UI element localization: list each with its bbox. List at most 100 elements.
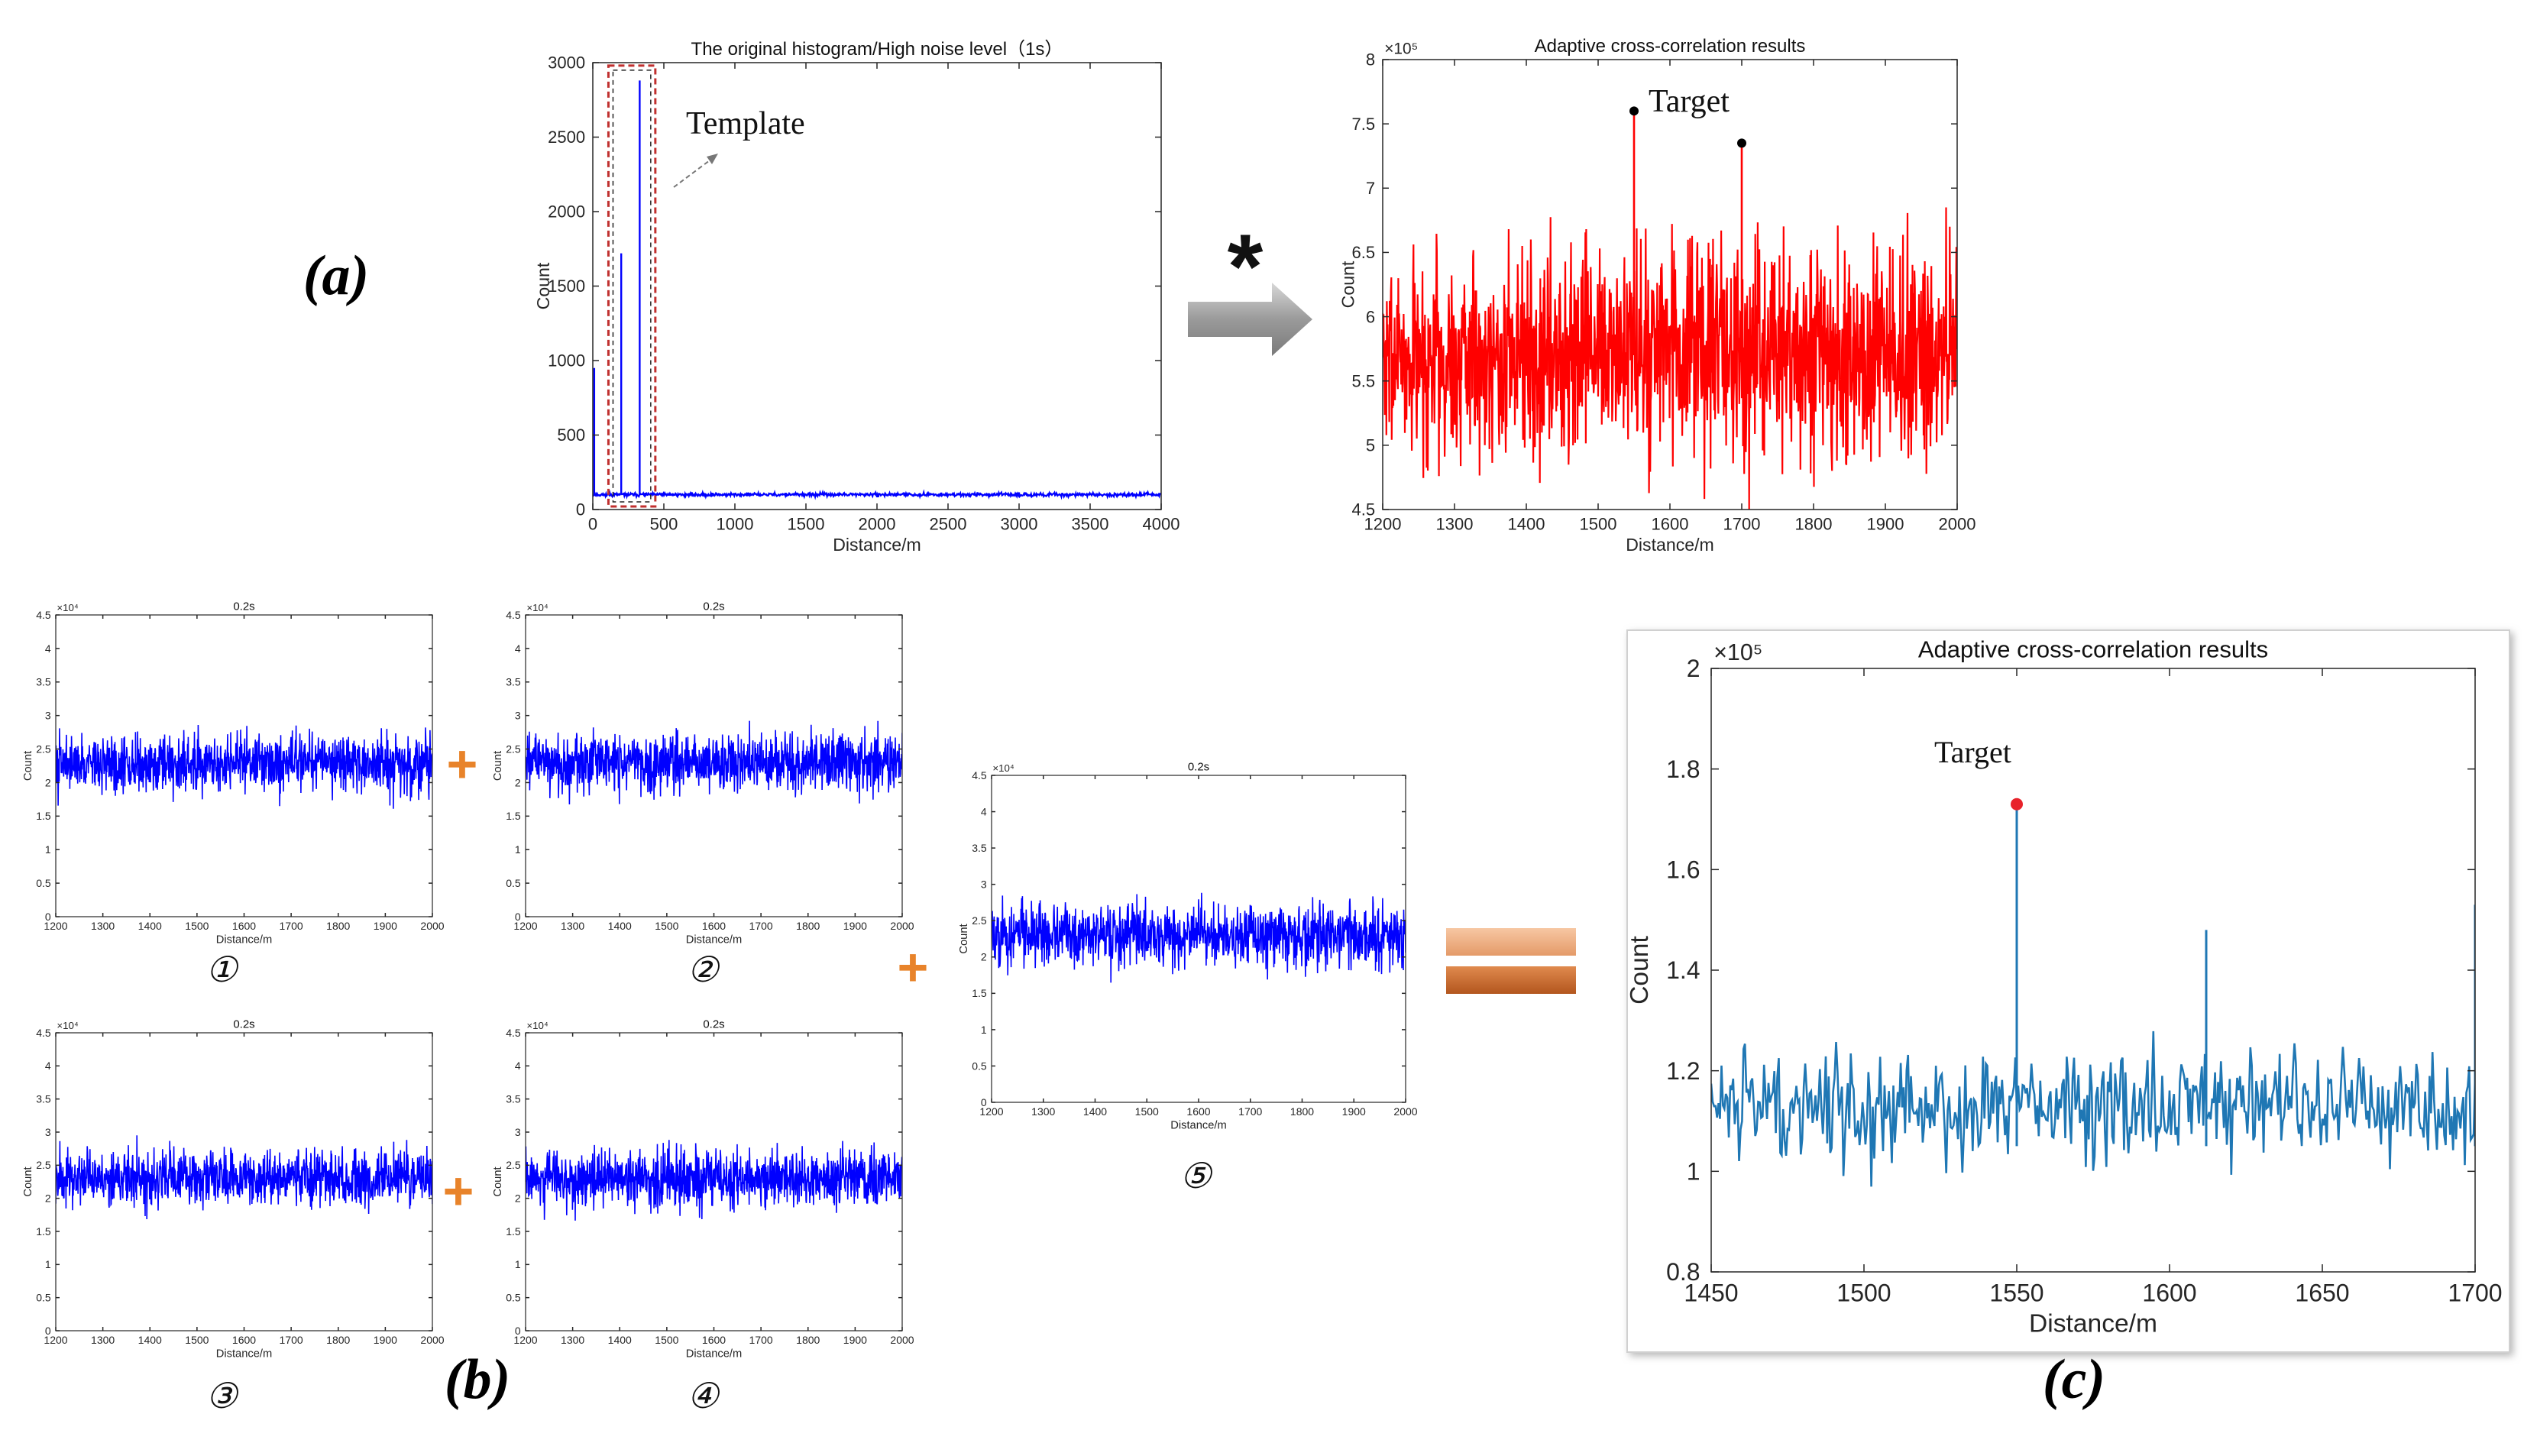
y-tick-label: 4.5 [506,1027,521,1039]
x-tick-label: 1800 [1290,1105,1314,1118]
y-tick-label: 4 [515,1060,521,1072]
x-tick-label: 1200 [44,1334,67,1346]
x-axis-label: Distance/m [1626,535,1714,555]
frame-chart-2: 1200 1300 1400 1500 1600 1700 1800 1900 2000 0 0.5… [492,600,914,946]
frame-series-2 [526,720,902,805]
y-tick-label: 4 [515,642,521,655]
chart-title: 0.2s [233,600,254,613]
frame-chart-5: 1200 1300 1400 1500 1600 1700 1800 1900 2000 0 0.5… [958,761,1418,1132]
y-tick-label: 1 [45,843,51,856]
x-tick-label: 1200 [513,1334,537,1346]
axis-exponent: ×10⁵ [1713,639,1762,665]
x-tick-label: 2000 [1939,514,1976,533]
y-tick-label: 2 [981,951,987,963]
y-tick-label: 1.2 [1666,1057,1700,1085]
y-tick-label: 1 [515,1258,521,1270]
y-tick-label: 2000 [548,202,585,222]
y-tick-label: 4 [45,642,51,655]
x-tick-label: 1700 [2448,1279,2502,1306]
y-tick-label: 3 [515,1126,521,1138]
x-tick-label: 1900 [1342,1105,1366,1118]
plot-area [593,63,1161,510]
y-tick-label: 1.5 [972,987,987,999]
template-box-inner [612,70,652,503]
xcorr-top-series [1383,207,1957,510]
y-tick-label: 1.5 [36,1225,51,1238]
y-tick-label: 2 [45,776,51,788]
x-tick-label: 1900 [843,920,867,932]
frame-series-5 [992,892,1406,983]
y-tick-label: 3.5 [36,676,51,688]
y-tick-label: 4 [45,1060,51,1072]
y-axis-label: Count [533,262,553,309]
y-tick-label: 0 [515,1325,521,1337]
y-tick-label: 1 [1687,1158,1700,1186]
y-tick-label: 3 [515,710,521,722]
x-tick-label: 1600 [232,1334,256,1346]
axis-exponent: ×10⁴ [992,762,1014,774]
frame-series-4 [526,1140,902,1221]
panel-label-b: (b) [445,1348,510,1411]
y-axis-label: Count [958,924,970,953]
x-tick-label: 4000 [1143,514,1180,533]
x-tick-label: 1700 [749,920,773,932]
histogram-chart: Template 0 500 1000 1500 2000 2500 3000 3500 4000… [533,39,1180,555]
y-tick-label: 6.5 [1352,243,1376,262]
x-tick-label: 1200 [513,920,537,932]
x-tick-label: 1400 [138,1334,162,1346]
x-tick-label: 2500 [930,514,967,533]
y-tick-label: 0 [45,911,51,923]
plus-sign-1: + [447,734,478,794]
y-tick-label: 0.5 [36,877,51,889]
sub-label-3: ③ [205,1377,239,1416]
y-tick-label: 3 [45,1126,51,1138]
y-tick-label: 0 [515,911,521,923]
x-tick-label: 1300 [561,1334,584,1346]
x-tick-label: 1400 [138,920,162,932]
x-tick-label: 1500 [1580,514,1617,533]
chart-title: 0.2s [1188,761,1209,774]
x-tick-label: 1600 [232,920,256,932]
y-tick-label: 3.5 [972,842,987,854]
frame-series-1 [56,724,432,809]
template-arrow-line [673,157,714,188]
y-tick-label: 3 [981,878,987,891]
frame-chart-1: 1200 1300 1400 1500 1600 1700 1800 1900 2000 0 0.5… [22,600,445,946]
y-tick-label: 7 [1366,179,1375,198]
y-tick-label: 4.5 [1352,500,1376,519]
y-tick-label: 3000 [548,53,585,73]
x-tick-label: 2000 [859,514,896,533]
y-axis-label: Count [22,751,34,781]
x-tick-label: 2000 [890,1334,914,1346]
x-tick-label: 1900 [374,920,397,932]
x-tick-label: 1400 [608,920,632,932]
x-tick-label: 1500 [655,920,678,932]
plot-area [1711,668,2475,1272]
x-tick-label: 0 [588,514,597,533]
x-tick-label: 1000 [717,514,754,533]
y-tick-label: 4.5 [972,769,987,781]
x-tick-label: 1500 [185,920,209,932]
x-axis-label: Distance/m [686,1348,742,1360]
y-axis-label: Count [492,751,504,781]
target-annotation-result: Target [1934,735,2011,769]
axis-exponent: ×10⁵ [1384,40,1418,57]
peak-marker [1629,106,1639,116]
x-tick-label: 1900 [1867,514,1904,533]
axis-exponent: ×10⁴ [57,602,79,613]
y-tick-label: 1.4 [1666,956,1700,984]
x-axis-label: Distance/m [2029,1309,2157,1338]
x-axis-label: Distance/m [833,535,921,555]
y-tick-label: 2.5 [972,914,987,927]
y-tick-label: 2 [45,1192,51,1205]
sub-label-2: ② [687,950,720,989]
xcorr-result-series [1711,1031,2475,1187]
target-annotation-top: Target [1649,84,1730,119]
y-tick-label: 0.5 [972,1060,987,1072]
chart-title: 0.2s [703,1018,724,1031]
x-tick-label: 1400 [1083,1105,1107,1118]
template-arrow-head [707,154,718,164]
y-tick-label: 3.5 [36,1093,51,1105]
chart-title: Adaptive cross-correlation results [1535,36,1806,57]
y-tick-label: 3.5 [506,1093,521,1105]
